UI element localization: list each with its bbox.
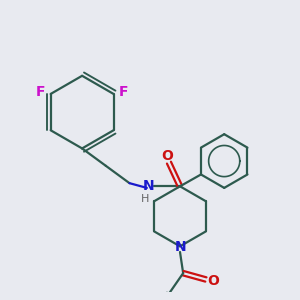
Text: O: O: [207, 274, 219, 288]
Text: N: N: [175, 240, 186, 254]
Text: F: F: [35, 85, 45, 99]
Text: O: O: [161, 149, 173, 163]
Text: H: H: [141, 194, 149, 204]
Text: N: N: [143, 179, 155, 193]
Text: F: F: [119, 85, 129, 99]
